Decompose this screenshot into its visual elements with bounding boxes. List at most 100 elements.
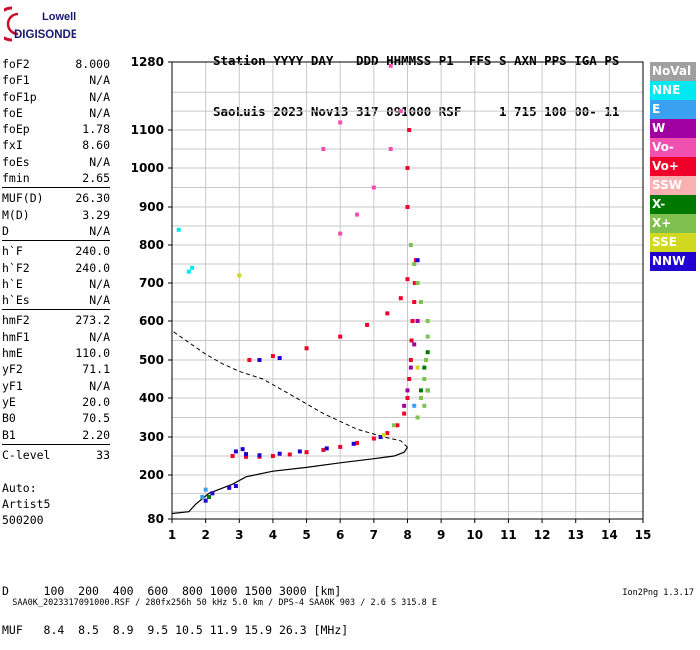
trace-point-voplus xyxy=(247,358,252,362)
trace-point-xplus xyxy=(422,403,427,408)
y-tick-label: 800 xyxy=(139,238,164,252)
trace-point-voplus xyxy=(338,444,343,449)
trace-point-nnw xyxy=(415,258,420,263)
param-name: h`E xyxy=(2,276,23,291)
muf-value-row: MUF 8.4 8.5 8.9 9.5 10.5 11.9 15.9 26.3 … xyxy=(2,623,349,637)
param-name: yF2 xyxy=(2,362,23,377)
legend-item-xplus: X+ xyxy=(650,214,696,233)
trace-point-voplus xyxy=(365,322,370,327)
trace-point-xplus xyxy=(422,377,427,381)
trace-point-voplus xyxy=(338,334,343,339)
trace-point-nne xyxy=(190,265,195,270)
x-tick-label: 3 xyxy=(235,528,243,542)
trace-point-voplus xyxy=(405,396,410,400)
param-name: yF1 xyxy=(2,378,23,393)
trace-point-voplus xyxy=(407,128,412,132)
trace-point-voplus xyxy=(287,452,292,457)
param-value: 1.78 xyxy=(82,122,110,137)
trace-point-nnw xyxy=(233,449,238,454)
param-value: N/A xyxy=(89,223,110,238)
footer-version: Ion2Png 1.3.17 xyxy=(622,588,694,598)
trace-point-xplus xyxy=(418,396,423,400)
muf-distance-row: D 100 200 400 600 800 1000 1500 3000 [km… xyxy=(2,584,342,598)
param-name: M(D) xyxy=(2,207,30,222)
param-name: foF2 xyxy=(2,57,30,71)
trace-point-voplus xyxy=(371,436,376,441)
trace-point-voplus xyxy=(405,205,410,209)
trace-point-voplus xyxy=(405,166,410,170)
param-row: hmF2 273.2 xyxy=(2,312,110,328)
trace-point-voplus xyxy=(270,354,275,359)
param-value: N/A xyxy=(89,378,110,393)
x-tick-label: 2 xyxy=(201,528,209,542)
digisonde-logo: Lowell DIGISONDE xyxy=(0,4,79,44)
param-name: MUF(D) xyxy=(2,191,44,206)
param-value: 240.0 xyxy=(75,260,110,275)
x-tick-label: 1 xyxy=(168,528,176,542)
param-row: foF1 N/A xyxy=(2,72,110,88)
trace-point-voplus xyxy=(405,277,410,282)
trace-point-nnw xyxy=(297,449,302,454)
trace-point-xplus xyxy=(425,388,430,393)
param-row: hmF1 N/A xyxy=(2,329,110,345)
trace-point-w xyxy=(408,365,413,370)
x-tick-label: 7 xyxy=(370,528,378,542)
param-value: N/A xyxy=(89,89,110,104)
param-value: N/A xyxy=(89,154,110,169)
param-value: 240.0 xyxy=(75,244,110,259)
param-name: foEs xyxy=(2,154,30,169)
x-tick-label: 4 xyxy=(269,528,277,542)
legend-item-e: E xyxy=(650,100,696,119)
trace-point-nne xyxy=(186,269,191,274)
autoscaling-info: Auto: Artist5 500200 xyxy=(2,480,50,528)
trace-point-voplus xyxy=(410,319,415,323)
param-value: 26.30 xyxy=(75,191,110,206)
trace-point-nnw xyxy=(378,435,383,439)
param-row: fmin 2.65 xyxy=(2,170,110,186)
trace-point-voplus xyxy=(408,358,413,362)
trace-point-xminus xyxy=(425,350,430,355)
trace-point-nnw xyxy=(351,441,356,446)
trace-point-xminus xyxy=(207,495,212,499)
trace-point-voplus xyxy=(412,281,417,285)
param-row: h`F2 240.0 xyxy=(2,260,110,276)
trace-point-sse xyxy=(381,433,386,438)
trace-point-nnw xyxy=(257,453,262,458)
param-name: h`Es xyxy=(2,293,30,308)
trace-point-xminus xyxy=(422,365,427,370)
param-value: 2.65 xyxy=(82,171,110,186)
trace-point-nnw xyxy=(244,452,249,457)
trace-point-voplus xyxy=(270,454,275,458)
param-row: h`Es N/A xyxy=(2,292,110,308)
trace-point-xminus xyxy=(418,388,423,393)
param-row: h`E N/A xyxy=(2,276,110,292)
trace-point-voplus xyxy=(395,423,400,428)
param-row: foEs N/A xyxy=(2,154,110,170)
x-tick-label: 12 xyxy=(534,528,551,542)
legend-item-ssw: SSW xyxy=(650,176,696,195)
y-tick-label: 200 xyxy=(139,468,164,482)
polarization-legend: NoVal NNE E W Vo- Vo+ SSW X- X+ SSE NNW xyxy=(650,62,696,271)
trace-point-vominus xyxy=(338,120,343,125)
trace-point-voplus xyxy=(230,454,235,458)
trace-point-xplus xyxy=(412,262,417,266)
param-value: 33 xyxy=(96,447,110,462)
trace-point-vominus xyxy=(371,185,376,190)
param-name: foF1p xyxy=(2,89,37,104)
y-tick-label: 500 xyxy=(139,353,164,367)
trace-point-nne xyxy=(176,227,181,232)
y-tick-label: 1280 xyxy=(131,55,164,69)
param-value: N/A xyxy=(89,329,110,344)
legend-item-nne: NNE xyxy=(650,81,696,100)
trace-point-sse xyxy=(237,273,242,278)
param-name: B0 xyxy=(2,411,16,426)
profile-solid-line xyxy=(171,446,408,515)
param-name: B1 xyxy=(2,427,16,442)
param-value: N/A xyxy=(89,276,110,291)
trace-point-voplus xyxy=(398,296,403,301)
param-name: hmF2 xyxy=(2,313,30,328)
trace-point-voplus xyxy=(385,311,390,316)
param-value: 2.20 xyxy=(82,427,110,442)
trace-point-voplus xyxy=(412,300,417,304)
logo-line2: DIGISONDE xyxy=(14,29,76,41)
